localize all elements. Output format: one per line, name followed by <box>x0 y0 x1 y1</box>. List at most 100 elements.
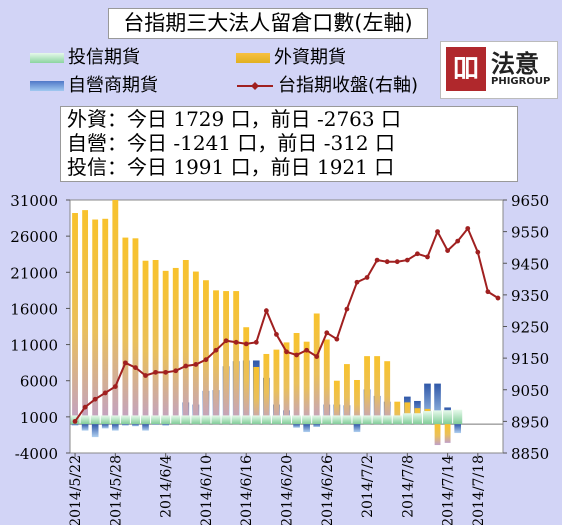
trust-bar-3 <box>100 415 110 425</box>
foreign-bar-22 <box>293 333 300 425</box>
x-tick-label-6: 2014/6/26 <box>320 455 336 525</box>
legend-swatch-dealer <box>30 81 64 91</box>
close-point-36 <box>435 229 440 235</box>
y-left-tick-label-7: -4000 <box>15 445 58 463</box>
close-point-7 <box>143 373 148 378</box>
dealer-bar-2 <box>91 424 99 438</box>
x-tick-label-4: 2014/6/16 <box>239 455 255 525</box>
dealer-bar-9 <box>162 424 169 426</box>
y-right-tick-label-7: 8950 <box>511 413 549 431</box>
y-left-tick-label-3: 16000 <box>10 300 58 318</box>
dealer-bar-5 <box>122 424 129 426</box>
close-point-16 <box>233 339 239 345</box>
trust-bar-17 <box>241 415 251 425</box>
legend-item-trust: 投信期貨 <box>30 45 140 71</box>
legend-swatch-trust <box>30 53 64 63</box>
y-right-tick-label-5: 9150 <box>511 350 549 368</box>
close-point-29 <box>364 275 370 280</box>
close-point-38 <box>455 238 461 244</box>
trust-bar-6 <box>130 415 140 425</box>
trust-bar-12 <box>191 415 201 425</box>
y-right-tick-label-1: 9550 <box>511 224 549 242</box>
dealer-bar-23 <box>303 424 310 433</box>
trust-bar-34 <box>412 413 422 425</box>
y-left-tick-label-4: 11000 <box>10 337 58 355</box>
close-point-32 <box>394 259 400 265</box>
foreign-bar-9 <box>162 270 169 425</box>
y-left-tick-label-1: 26000 <box>10 228 58 246</box>
foreign-bar-37 <box>444 424 451 443</box>
legend-swatch-foreign <box>236 53 270 63</box>
trust-bar-31 <box>382 415 392 425</box>
legend-item-foreign: 外資期貨 <box>236 45 346 71</box>
trust-bar-20 <box>271 415 281 425</box>
foreign-bar-6 <box>132 238 139 425</box>
close-point-37 <box>445 248 451 254</box>
foreign-bar-11 <box>182 259 189 425</box>
foreign-bar-29 <box>364 356 370 425</box>
foreign-bar-4 <box>112 200 119 425</box>
trust-bar-7 <box>140 415 151 425</box>
y-left-tick-label-6: 1000 <box>20 409 58 427</box>
legend-swatch-close <box>237 82 273 90</box>
close-point-5 <box>122 360 128 366</box>
trust-bar-14 <box>211 415 221 425</box>
trust-bar-27 <box>342 415 352 425</box>
trust-bar-32 <box>392 415 402 425</box>
dealer-bar-22 <box>293 424 300 428</box>
foreign-bar-36 <box>434 424 441 446</box>
trust-bar-1 <box>80 415 90 425</box>
dealer-bar-35 <box>424 383 431 425</box>
close-point-26 <box>334 336 340 342</box>
foreign-bar-13 <box>203 280 209 425</box>
foreign-bar-8 <box>152 259 159 425</box>
trust-bar-4 <box>110 415 120 425</box>
foreign-bar-0 <box>72 213 78 425</box>
foreign-bar-12 <box>192 271 199 425</box>
trust-bar-35 <box>422 411 433 425</box>
y-right-tick-label-2: 9450 <box>511 255 549 273</box>
foreign-bar-27 <box>343 364 350 425</box>
dealer-bar-3 <box>101 424 109 429</box>
chart-title: 台指期三大法人留倉口數(左軸) <box>108 8 428 39</box>
close-point-8 <box>153 369 158 375</box>
close-point-34 <box>415 251 420 257</box>
trust-bar-11 <box>181 415 191 425</box>
dealer-bar-4 <box>111 424 119 431</box>
close-point-25 <box>324 330 330 336</box>
legend-label-foreign: 外資期貨 <box>274 47 346 68</box>
close-point-33 <box>404 257 410 263</box>
foreign-bar-26 <box>333 380 340 425</box>
foreign-bar-32 <box>394 401 401 425</box>
close-point-3 <box>102 390 108 396</box>
dealer-bar-0 <box>71 424 79 426</box>
summary-line-foreign: 外資：今日 1729 口，前日 -2763 口 <box>67 107 401 131</box>
trust-bar-13 <box>201 415 211 425</box>
foreign-bar-7 <box>142 260 149 425</box>
close-point-4 <box>112 384 118 389</box>
foreign-bar-25 <box>323 339 330 425</box>
foreign-bar-5 <box>122 237 129 425</box>
y-left-tick-label-0: 31000 <box>10 192 58 210</box>
logo-mark: 吅 <box>446 47 486 91</box>
y-right-tick-label-3: 9350 <box>511 287 549 305</box>
foreign-bar-15 <box>223 291 230 425</box>
logo-name: 法意 <box>491 50 539 78</box>
dealer-bar-8 <box>152 424 159 425</box>
trust-bar-26 <box>332 415 342 425</box>
trust-bar-29 <box>362 415 372 425</box>
trust-bar-22 <box>292 415 302 425</box>
dealer-bar-36 <box>434 383 441 425</box>
trust-bar-38 <box>453 409 463 425</box>
foreign-bar-16 <box>233 291 240 425</box>
trust-bar-36 <box>433 410 443 425</box>
trust-bar-8 <box>151 415 161 425</box>
foreign-bar-30 <box>374 356 381 425</box>
legend-item-dealer: 自營商期貨 <box>30 73 158 99</box>
close-point-39 <box>465 226 471 231</box>
trust-bar-10 <box>171 415 181 425</box>
close-point-23 <box>304 347 310 353</box>
y-left-tick-label-2: 21000 <box>10 264 58 282</box>
